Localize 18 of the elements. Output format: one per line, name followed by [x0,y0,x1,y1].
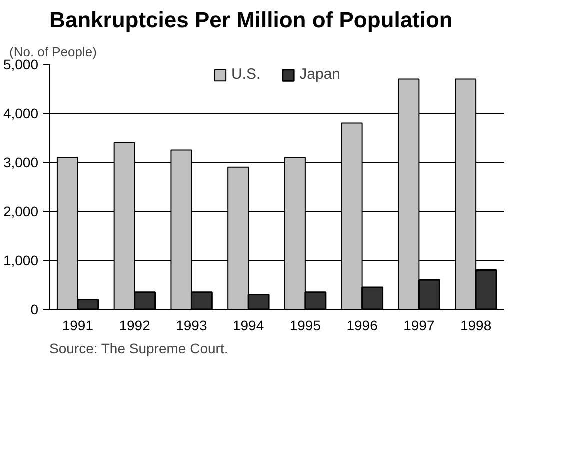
chart-title: Bankruptcies Per Million of Population [50,8,453,32]
y-axis-title: (No. of People) [10,44,97,60]
x-tick-label: 1992 [119,318,151,334]
legend-label: Japan [300,66,341,83]
y-tick-label: 3,000 [3,154,39,170]
x-tick-label: 1993 [176,318,208,334]
x-tick-label: 1996 [346,318,378,334]
y-tick-label: 0 [30,302,39,318]
x-tick-label: 1997 [404,318,435,334]
x-tick-label: 1998 [460,318,492,334]
y-tick-label: 1,000 [3,252,39,268]
x-tick-label: 1995 [290,318,322,334]
x-tick-label: 1991 [62,318,94,334]
legend-label: U.S. [231,66,261,83]
x-tick-label: 1994 [232,318,264,334]
y-tick-label: 4,000 [3,106,39,122]
source-note: Source: The Supreme Court. [50,340,228,356]
y-tick-label: 2,000 [3,204,39,220]
